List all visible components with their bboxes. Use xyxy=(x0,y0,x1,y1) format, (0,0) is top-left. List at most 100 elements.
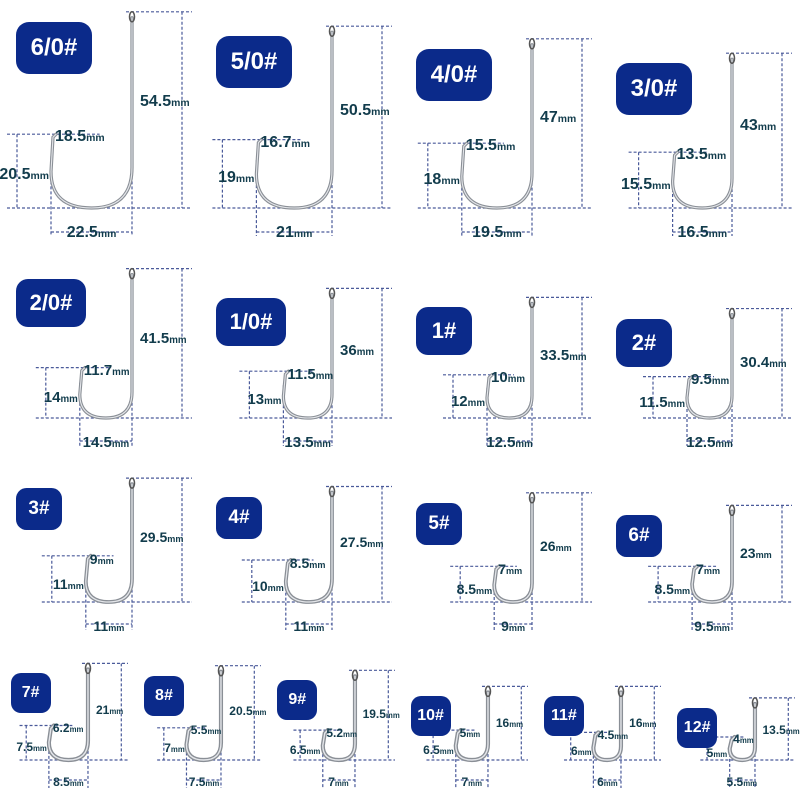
length-label: 30.4mm xyxy=(740,355,787,370)
hook-drawing xyxy=(426,685,528,788)
gap-label: 5mm xyxy=(460,727,481,739)
dimension-value: 18 xyxy=(423,171,442,189)
size-badge: 8# xyxy=(143,675,184,716)
unit-label: mm xyxy=(69,724,84,734)
hook-cell: 5# 26mm 7mm 8.5mm 9mm xyxy=(400,455,600,642)
size-badge: 5# xyxy=(416,502,462,545)
unit-label: mm xyxy=(313,439,331,450)
hook-cell: 8# 20.5mm 5.5mm 7mm 7.5mm xyxy=(133,640,267,800)
unit-label: mm xyxy=(207,727,222,737)
length-label: 16mm xyxy=(629,717,656,729)
height-label: 6mm xyxy=(571,745,592,757)
hook-drawing xyxy=(417,38,592,236)
unit-label: mm xyxy=(508,622,526,633)
hook-highlight xyxy=(686,314,733,419)
height-label: 8.5mm xyxy=(654,582,690,596)
length-label: 21mm xyxy=(96,704,123,716)
unit-label: mm xyxy=(507,374,526,386)
dimension-value: 20.5 xyxy=(229,704,253,719)
unit-label: mm xyxy=(97,555,114,566)
width-label: 6mm xyxy=(597,776,618,788)
dimension-value: 7 xyxy=(328,775,335,790)
hook-shape xyxy=(685,312,734,420)
length-label: 26mm xyxy=(540,539,572,553)
hook-highlight xyxy=(255,31,333,209)
hook-highlight xyxy=(285,491,333,603)
width-label: 9mm xyxy=(501,619,525,633)
dimension-value: 29.5 xyxy=(140,529,168,546)
hook-drawing xyxy=(241,485,392,630)
unit-label: mm xyxy=(715,439,733,450)
hook-cell: 3# 29.5mm 9mm 11mm 11mm xyxy=(0,455,200,642)
unit-label: mm xyxy=(30,171,49,183)
hook-shape xyxy=(281,292,334,420)
unit-label: mm xyxy=(476,586,493,597)
hook-cell: 2/0# 41.5mm 11.7mm 14mm 14.5mm xyxy=(0,250,200,458)
hook-cell: 10# 16mm 5mm 6.5mm 7mm xyxy=(400,640,533,800)
hook-eye xyxy=(484,685,492,698)
dimension-value: 19 xyxy=(218,169,236,187)
size-badge: 3# xyxy=(16,488,62,531)
dimension-value: 5.5 xyxy=(726,775,744,790)
dimension-value: 5 xyxy=(706,746,714,761)
hook-highlight xyxy=(85,483,133,603)
unit-label: mm xyxy=(468,779,483,789)
unit-label: mm xyxy=(343,729,357,739)
dimension-value: 16.5 xyxy=(677,224,709,242)
hook-cell: 9# 19.5mm 5.2mm 6.5mm 7mm xyxy=(267,640,400,800)
unit-label: mm xyxy=(306,746,321,756)
hook-eye xyxy=(617,685,625,698)
gap-label: 9mm xyxy=(90,552,114,566)
hook-shape xyxy=(83,482,134,604)
length-label: 41.5mm xyxy=(140,331,187,346)
unit-label: mm xyxy=(167,534,184,545)
gap-label: 5.2mm xyxy=(326,727,357,739)
hook-drawing xyxy=(699,697,795,788)
size-badge: 4# xyxy=(216,496,262,539)
hook-cell: 6/0# 54.5mm 18.5mm 20.5mm 22.5mm xyxy=(0,0,200,248)
width-label: 16.5mm xyxy=(677,225,727,241)
hook-drawing xyxy=(450,492,592,630)
unit-label: mm xyxy=(291,138,311,150)
size-badge: 1/0# xyxy=(216,298,286,347)
hook-highlight xyxy=(728,703,756,761)
hook-drawing xyxy=(239,287,392,446)
hook-highlight xyxy=(186,671,222,761)
unit-label: mm xyxy=(315,370,334,382)
dimension-value: 6.5 xyxy=(289,742,307,757)
dimension-value: 9 xyxy=(89,550,98,567)
length-label: 19.5mm xyxy=(363,708,400,720)
hook-shape xyxy=(283,490,334,604)
unit-label: mm xyxy=(755,549,772,560)
width-label: 12.5mm xyxy=(486,435,533,450)
dimension-value: 11 xyxy=(93,617,109,634)
length-label: 33.5mm xyxy=(540,348,587,363)
size-badge: 12# xyxy=(677,707,718,748)
height-label: 8.5mm xyxy=(457,582,493,596)
dimension-value: 8.5 xyxy=(456,581,477,598)
unit-label: mm xyxy=(785,726,800,736)
hook-drawing xyxy=(293,669,395,788)
height-label: 14mm xyxy=(44,390,78,405)
hook-drawing xyxy=(35,267,192,446)
unit-label: mm xyxy=(171,98,190,110)
unit-label: mm xyxy=(509,720,524,730)
unit-label: mm xyxy=(170,745,185,755)
height-label: 11.5mm xyxy=(639,395,685,410)
hook-drawing xyxy=(41,477,192,630)
hook-shape xyxy=(46,667,91,763)
dimension-value: 6.2 xyxy=(52,720,70,735)
dimension-value: 7.5 xyxy=(16,740,33,755)
dimension-value: 18.5 xyxy=(55,128,87,146)
unit-label: mm xyxy=(642,720,657,730)
dimension-value: 13 xyxy=(247,391,265,409)
dimension-value: 50.5 xyxy=(340,101,372,119)
hook-drawing xyxy=(643,307,792,446)
unit-label: mm xyxy=(708,229,728,241)
height-label: 7mm xyxy=(164,742,185,754)
dimension-value: 13.5 xyxy=(284,434,314,451)
hook-eye xyxy=(84,662,92,675)
hook-cell: 2# 30.4mm 9.5mm 11.5mm 12.5mm xyxy=(600,250,800,458)
length-label: 20.5mm xyxy=(229,705,266,717)
